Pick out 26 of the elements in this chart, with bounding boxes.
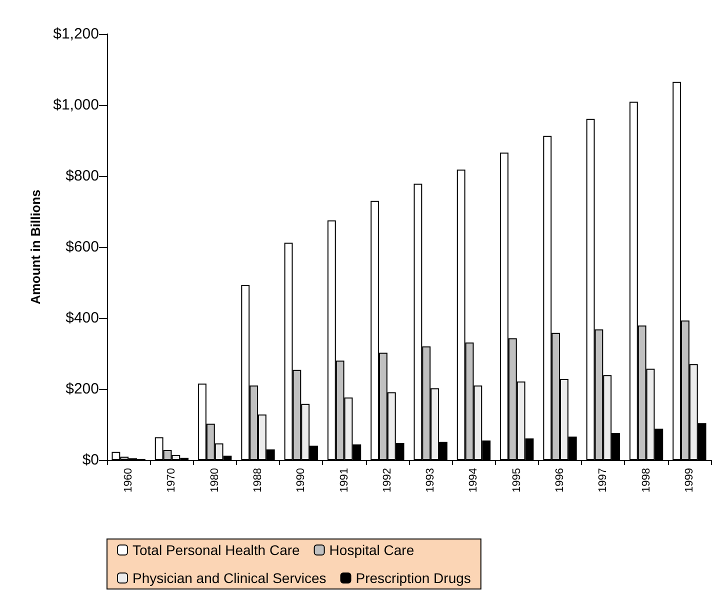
- x-tick-label: 1992: [381, 468, 394, 492]
- x-tick-label: 1980: [208, 468, 221, 492]
- x-tick-label: 1993: [424, 468, 437, 492]
- x-tick-label: 1995: [510, 468, 523, 492]
- y-tick-label: $800: [66, 168, 99, 184]
- y-axis-title: Amount in Billions: [28, 190, 44, 304]
- x-tick-label: 1988: [252, 468, 264, 492]
- x-tick-label: 1960: [122, 468, 135, 492]
- y-tick-label: $200: [66, 380, 99, 398]
- x-tick-label: 1999: [683, 468, 696, 492]
- x-tick-label: 1970: [166, 468, 178, 492]
- x-tick-label: 1996: [554, 468, 566, 492]
- x-tick-label: 1991: [338, 468, 350, 492]
- x-tick-label: 1997: [597, 468, 610, 492]
- legend-label: Total Personal Health Care: [132, 542, 300, 558]
- x-tick-label: 1990: [295, 468, 308, 492]
- x-tick-label: 1998: [640, 468, 652, 492]
- legend-label: Hospital Care: [329, 542, 414, 558]
- legend-label: Prescription Drugs: [356, 570, 471, 586]
- y-tick-label: $400: [66, 310, 99, 326]
- legend-label: Physician and Clinical Services: [132, 570, 326, 586]
- y-tick-label: $1,200: [53, 26, 99, 42]
- y-tick-label: $600: [66, 238, 99, 256]
- y-tick-label: $0: [82, 452, 99, 468]
- x-tick-label: 1994: [468, 468, 480, 492]
- y-tick-label: $1,000: [53, 96, 99, 114]
